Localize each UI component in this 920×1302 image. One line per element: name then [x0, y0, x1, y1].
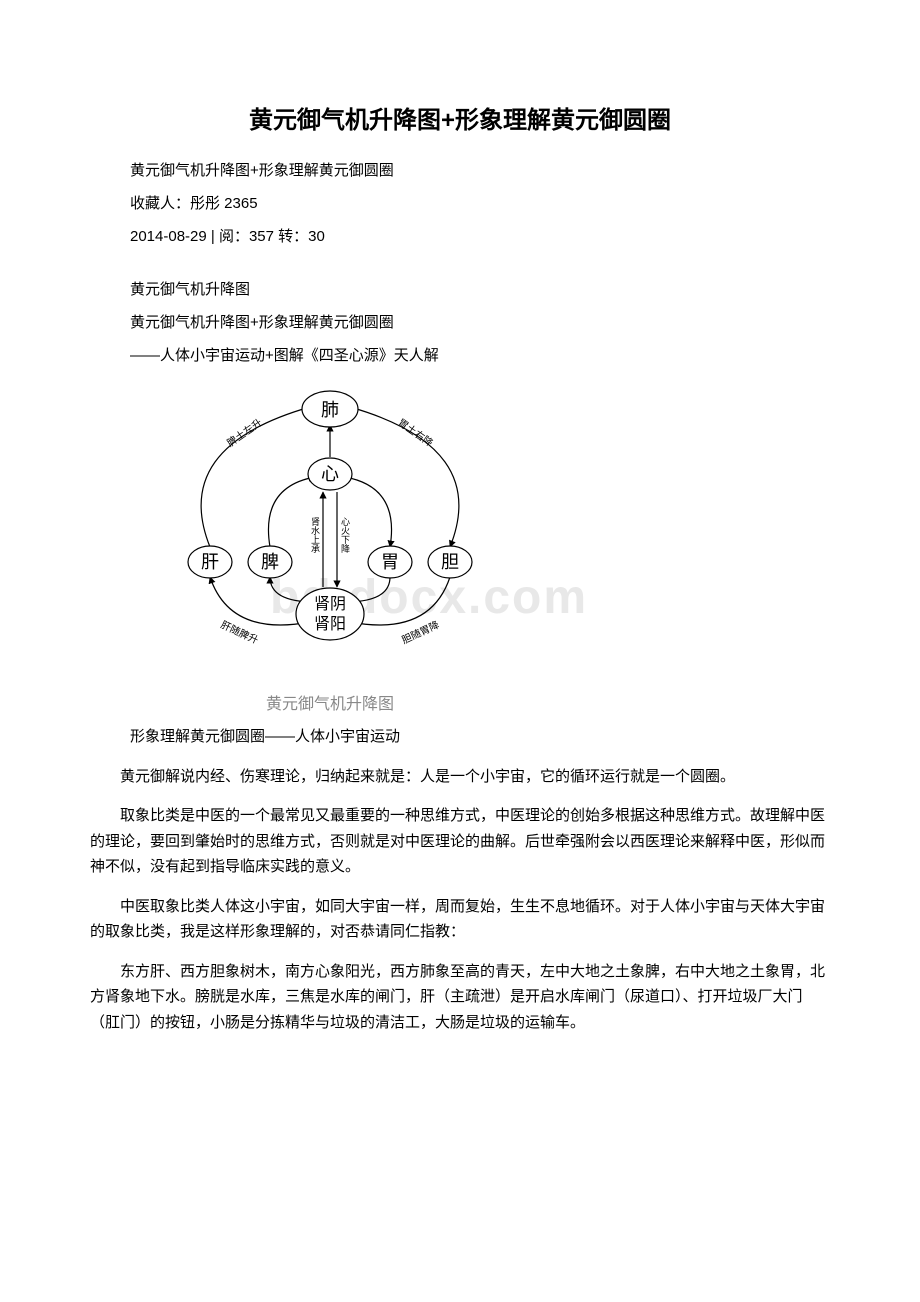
node-kidney-yang: 肾阳: [314, 615, 346, 633]
node-spleen: 脾: [261, 552, 279, 572]
edge-label-right-down: 胃土右降: [396, 416, 436, 450]
node-lung: 肺: [321, 400, 339, 420]
node-gallbladder: 胆: [441, 552, 459, 572]
qi-diagram-svg: 肺 心 肝 脾 胃 胆 肾阴 肾阳 脾土左升 胃土右降 肾水上承 心火: [130, 377, 530, 677]
edge-label-center-up: 肾水上承: [310, 517, 320, 553]
meta-date-stats: 2014-08-29 | 阅：357 转：30: [90, 225, 830, 246]
document-content: 黄元御气机升降图+形象理解黄元御圆圈 黄元御气机升降图+形象理解黄元御圆圈 收藏…: [90, 100, 830, 1035]
paragraph-4: 中医取象比类人体这小宇宙，如同大宇宙一样，周而复始，生生不息地循环。对于人体小宇…: [90, 894, 830, 945]
section-heading-3: ——人体小宇宙运动+图解《四圣心源》天人解: [90, 344, 830, 365]
document-title: 黄元御气机升降图+形象理解黄元御圆圈: [90, 100, 830, 135]
node-heart: 心: [321, 464, 339, 484]
node-stomach: 胃: [381, 552, 399, 572]
paragraph-3: 取象比类是中医的一个最常见又最重要的一种思维方式，中医理论的创始多根据这种思维方…: [90, 803, 830, 880]
qi-diagram: 肺 心 肝 脾 胃 胆 肾阴 肾阳 脾土左升 胃土右降 肾水上承 心火: [130, 377, 530, 714]
edge-label-left-up: 脾土左升: [224, 416, 264, 450]
paragraph-2: 黄元御解说内经、伤寒理论，归纳起来就是：人是一个小宇宙，它的循环运行就是一个圆圈…: [90, 764, 830, 790]
node-liver: 肝: [201, 552, 219, 572]
section-heading-1: 黄元御气机升降图: [90, 278, 830, 299]
paragraph-1: 形象理解黄元御圆圈——人体小宇宙运动: [90, 724, 830, 750]
section-heading-2: 黄元御气机升降图+形象理解黄元御圆圈: [90, 311, 830, 332]
meta-subtitle: 黄元御气机升降图+形象理解黄元御圆圈: [90, 159, 830, 180]
edge-label-center-down: 心火下降: [340, 517, 350, 554]
diagram-caption: 黄元御气机升降图: [130, 690, 530, 714]
meta-collector: 收藏人：彤彤 2365: [90, 192, 830, 213]
node-kidney-yin: 肾阴: [314, 595, 346, 613]
paragraph-5: 东方肝、西方胆象树木，南方心象阳光，西方肺象至高的青天，左中大地之土象脾，右中大…: [90, 959, 830, 1036]
